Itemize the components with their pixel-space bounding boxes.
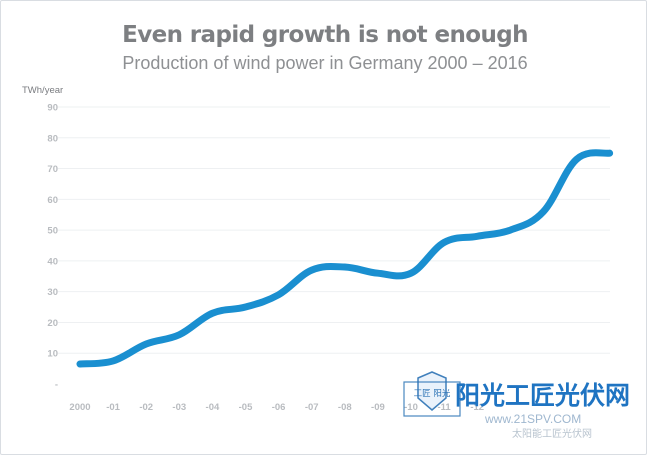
y-tick-label: 80 [47,133,58,144]
watermark-seal-text: 工匠 阳光 [414,388,451,399]
x-tick-label: -09 [371,402,385,413]
x-tick-label: -02 [139,402,153,413]
x-tick-label: -06 [272,402,286,413]
x-tick-label: -11 [437,402,451,413]
y-tick-label: 70 [47,164,58,175]
chart-title: Even rapid growth is not enough [122,22,528,48]
y-tick-label: 60 [47,195,58,206]
watermark: 工匠 阳光 阳光工匠光伏网 www.21SPV.COM 太阳能工匠光伏网 [403,371,630,440]
x-tick-label: 2000 [69,402,90,413]
y-tick-label: - [55,380,58,391]
y-axis-label: TWh/year [22,85,63,96]
y-tick-label: 20 [47,318,58,329]
x-tick-label: -05 [239,402,253,413]
watermark-sub-text: 太阳能工匠光伏网 [512,427,592,440]
x-tick-label: -07 [305,402,319,413]
x-tick-label: -12 [470,402,484,413]
chart-subtitle: Production of wind power in Germany 2000… [122,53,528,73]
y-tick-label: 10 [47,349,58,360]
watermark-seal-icon: 工匠 阳光 [403,371,461,417]
y-tick-label: 40 [47,256,58,267]
y-tick-label: 90 [47,103,58,114]
watermark-url-text: www.21SPV.COM [484,412,581,426]
y-tick-label: 50 [47,226,58,237]
x-tick-label: -10 [404,402,418,413]
x-tick-label: -03 [172,402,186,413]
x-tick-label: -04 [206,402,220,413]
series-line-wind-power [76,149,614,368]
watermark-brand-text: 阳光工匠光伏网 [455,381,630,410]
y-tick-label: 30 [47,287,58,298]
x-tick-label: -08 [338,402,352,413]
x-tick-label: -01 [106,402,120,413]
